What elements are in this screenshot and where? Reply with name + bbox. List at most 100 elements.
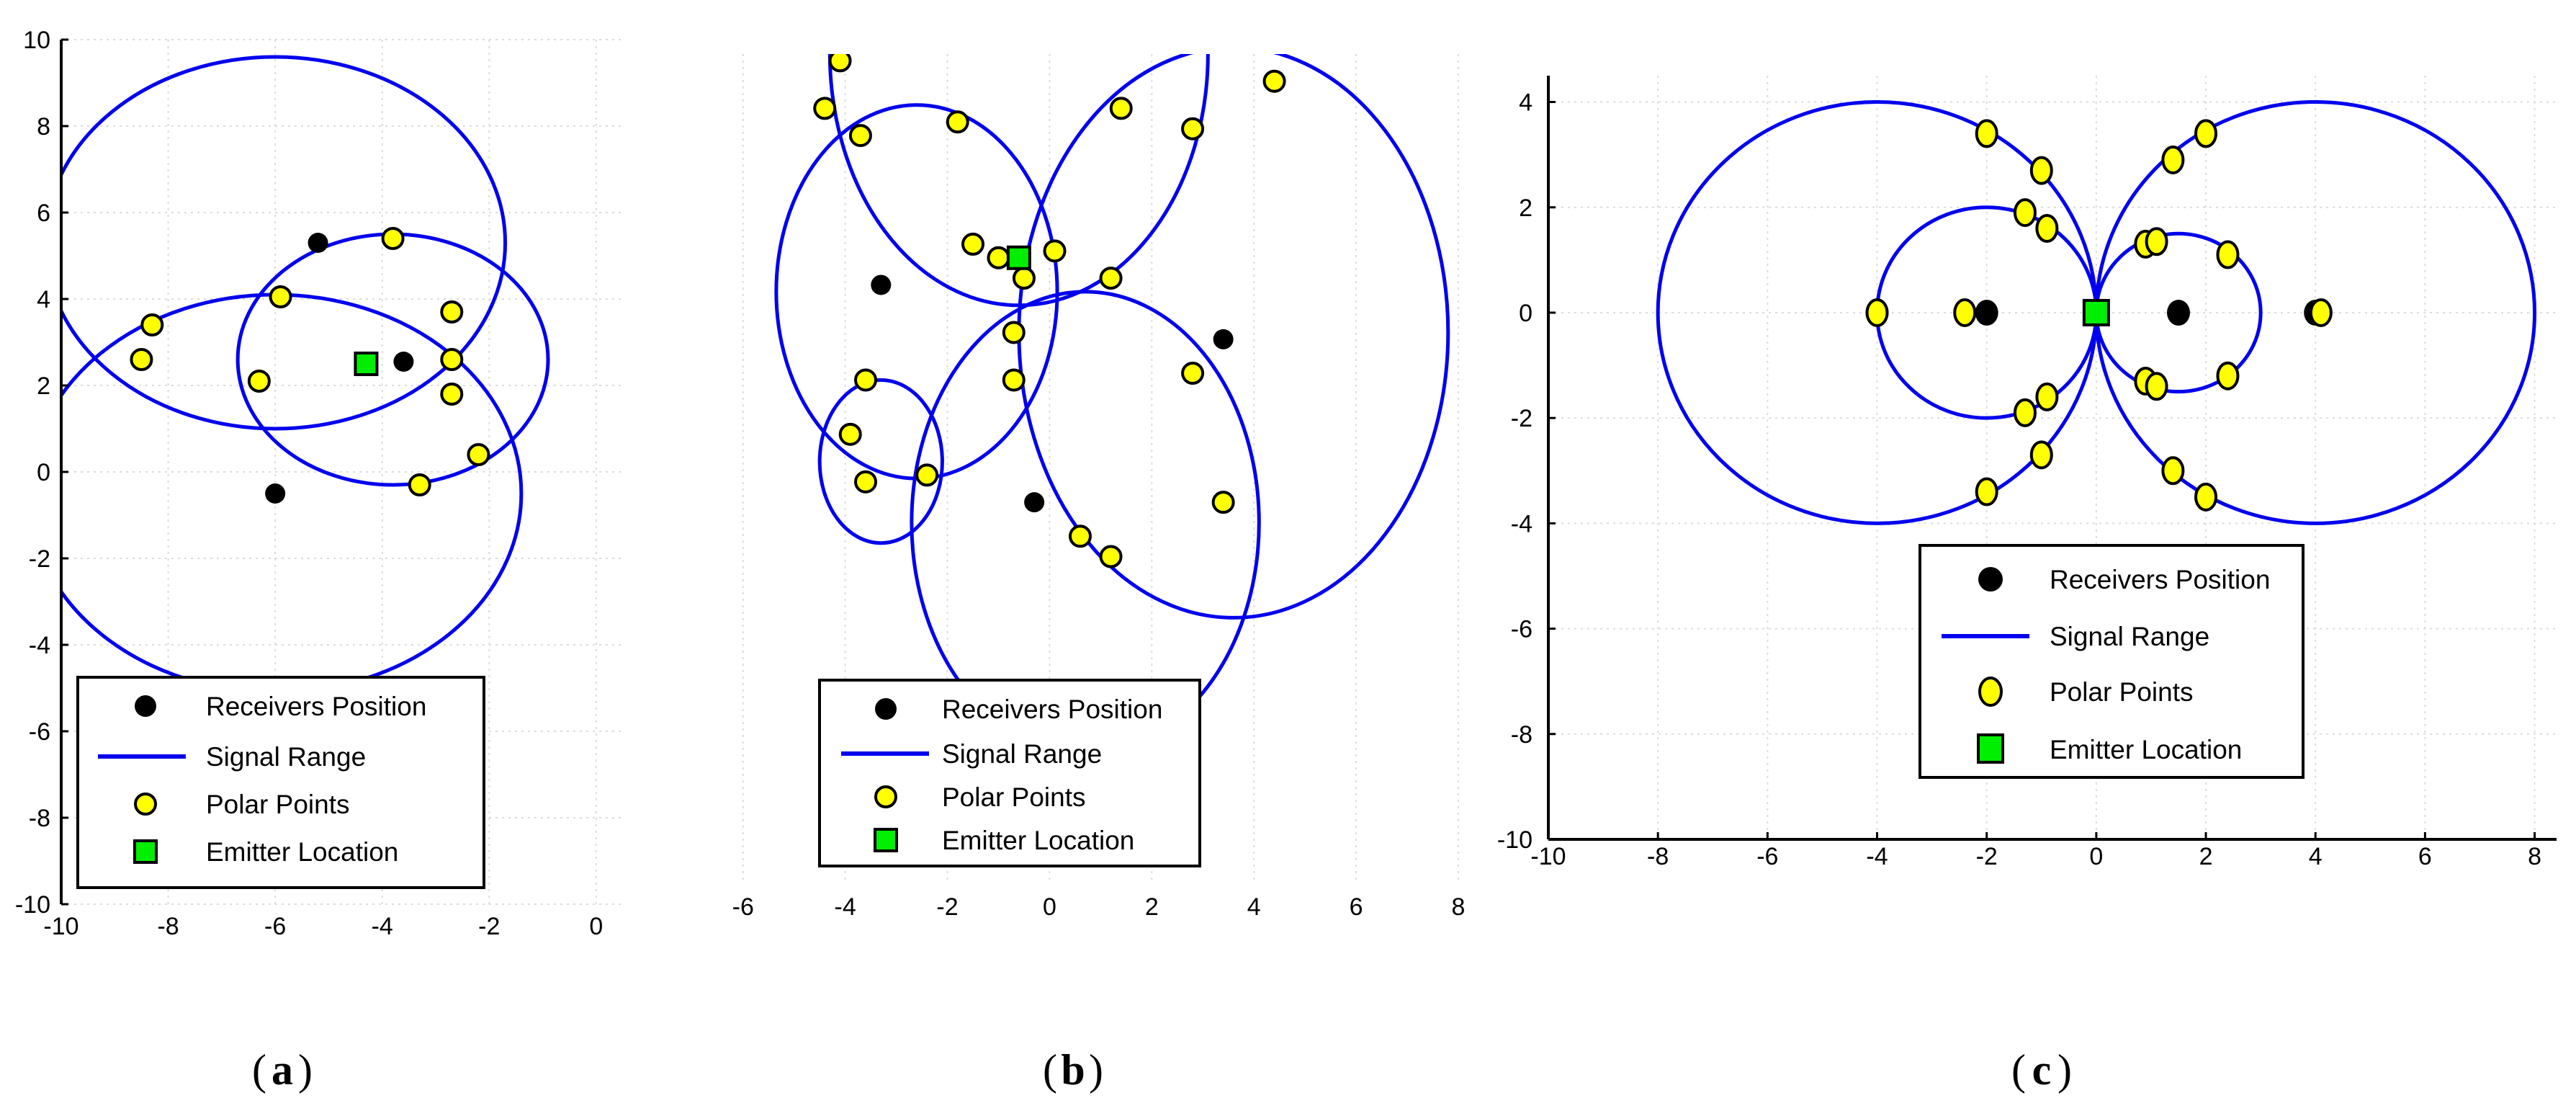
polar-point (2035, 214, 2059, 243)
legend-polar-marker (134, 793, 157, 816)
x-tick-label: 0 (589, 913, 603, 940)
receiver-point (1975, 299, 1998, 326)
polar-point (946, 110, 969, 134)
polar-point (467, 443, 490, 466)
x-tick-label: 0 (1043, 893, 1056, 921)
legend-polar-marker (1978, 677, 2003, 707)
receiver-point (308, 233, 328, 253)
polar-point (269, 285, 292, 308)
polar-point (2194, 119, 2218, 148)
y-tick-label: -6 (29, 718, 50, 746)
caption-a: ( a ) (252, 1046, 313, 1094)
x-tick-label: -10 (43, 913, 78, 940)
x-tick-label: 4 (2309, 843, 2323, 870)
y-tick-label: -6 (1511, 616, 1532, 643)
polar-point (854, 470, 878, 494)
y-tick-label: 2 (37, 372, 50, 400)
polar-point (828, 54, 852, 73)
legend-a: Receivers Position Signal Range Polar Po… (76, 676, 485, 889)
polar-point (2216, 361, 2240, 390)
polar-point (2309, 298, 2333, 327)
axes-c: -10 -8 -6 -4 -2 0 2 4 6 8 -10 -8 -6 -4 -2 0 2 4 (1497, 76, 2557, 870)
signal-range-curve (61, 55, 507, 431)
polar-point (2013, 398, 2037, 427)
markers-b (813, 0, 1286, 568)
legend-b: Receivers Position Signal Range Polar Po… (818, 679, 1201, 867)
polar-point (130, 348, 153, 371)
markers-a (130, 227, 490, 504)
x-tick-label: -10 (1530, 843, 1566, 870)
x-tick-label: 8 (1452, 893, 1466, 921)
caption-close: ) (2057, 1046, 2072, 1094)
y-tick-label: -8 (1511, 721, 1532, 749)
caption-close: ) (1089, 1046, 1103, 1094)
y-tick-label: 4 (1519, 89, 1532, 117)
caption-c: ( c ) (2011, 1046, 2072, 1094)
x-tick-label: -8 (157, 913, 179, 940)
x-tick-label: -8 (1647, 843, 1669, 870)
caption-open: ( (1043, 1046, 1057, 1094)
polar-point (1181, 362, 1205, 385)
polar-point (1099, 267, 1123, 290)
emitter-point (354, 352, 379, 376)
legend-receivers-label: Receivers Position (2050, 565, 2270, 594)
x-tick-label: -6 (732, 893, 754, 921)
axes-b: -6 -4 -2 0 2 4 6 8 (732, 893, 1466, 921)
polar-point (1203, 0, 1223, 10)
grid-b (742, 54, 1459, 883)
receiver-point (2167, 299, 2190, 326)
polar-point (838, 422, 862, 446)
x-tick-label: 4 (1247, 893, 1261, 921)
signal-range-curve (817, 378, 944, 545)
y-tick-label: -8 (29, 805, 50, 832)
polar-point (1012, 267, 1036, 290)
legend-receiver-marker (875, 698, 897, 720)
x-tick-label: 2 (2199, 843, 2213, 870)
caption-letter: b (1061, 1046, 1085, 1094)
x-tick-label: -2 (936, 893, 958, 921)
x-tick-label: -2 (1976, 843, 1998, 870)
emitter-point (1006, 245, 1031, 270)
legend-receivers-label: Receivers Position (206, 692, 426, 721)
polar-point (2145, 372, 2168, 401)
y-tick-label: -4 (29, 632, 50, 659)
legend-polar-label: Polar Points (206, 790, 350, 819)
x-tick-label: 8 (2528, 843, 2541, 870)
polar-point (1865, 298, 1889, 327)
legend-emitter-label: Emitter Location (206, 837, 398, 867)
polar-point (961, 232, 985, 256)
polar-point (848, 124, 872, 148)
markers-c (1865, 119, 2333, 512)
x-tick-label: -6 (264, 913, 286, 940)
polar-point (915, 463, 939, 487)
x-tick-label: -4 (372, 913, 393, 940)
polar-point (1181, 117, 1205, 140)
polar-point (1975, 119, 1998, 148)
axes-a: -10 -8 -6 -4 -2 0 -10 -8 -6 -4 -2 0 2 4 6 8 10 (15, 27, 603, 940)
polar-point (247, 370, 271, 393)
x-tick-label: -4 (835, 893, 856, 921)
polar-point (1002, 368, 1026, 392)
signal-range-curve (774, 103, 1059, 481)
polar-point (1043, 239, 1067, 263)
legend-signal-label: Signal Range (2050, 622, 2209, 651)
polar-point (1953, 298, 1977, 327)
polar-point (140, 313, 164, 336)
legend-c: Receivers Position Signal Range Polar Po… (1918, 544, 2305, 779)
polar-point (1109, 97, 1133, 120)
legend-emitter-marker (1977, 733, 2004, 764)
legend-polar-label: Polar Points (942, 782, 1086, 812)
legend-signal-label: Signal Range (206, 742, 366, 772)
legend-polar-label: Polar Points (2050, 677, 2194, 707)
polar-point (1975, 477, 1998, 506)
polar-point (1211, 491, 1235, 514)
polar-point (813, 97, 837, 120)
y-tick-label: 8 (37, 113, 50, 140)
y-tick-label: -10 (15, 891, 50, 919)
legend-emitter-label: Emitter Location (942, 826, 1134, 855)
polar-point (2216, 240, 2240, 269)
y-tick-label: -4 (1511, 510, 1532, 537)
polar-point (2161, 145, 2185, 174)
receiver-point (1213, 329, 1234, 349)
polar-point (1069, 525, 1092, 548)
